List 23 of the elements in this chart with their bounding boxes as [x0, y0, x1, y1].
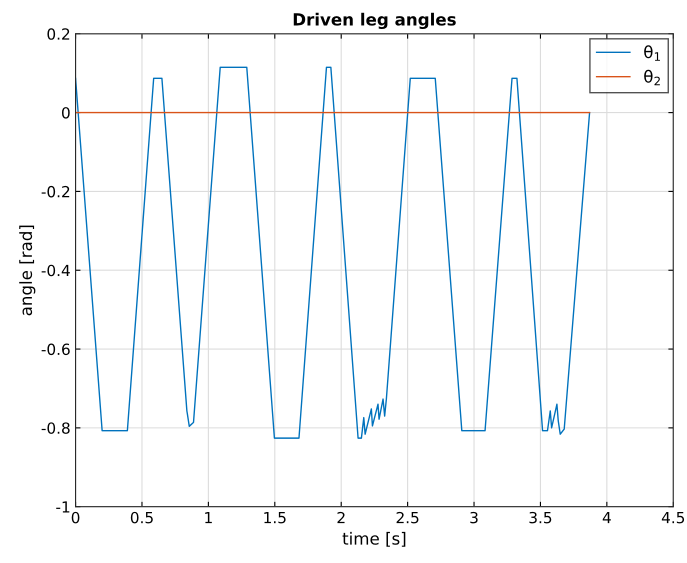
x-tick-label: 0.5 — [130, 512, 153, 524]
x-tick-label: 2.5 — [396, 512, 418, 524]
y-tick-label: 0 — [62, 107, 70, 119]
x-tick-label: 0 — [72, 512, 80, 524]
chart-title: Driven leg angles — [294, 12, 456, 30]
x-tick-label: 1.5 — [264, 512, 286, 524]
legend-label: θ$_{2}$ — [644, 70, 660, 86]
x-tick-label: 1 — [205, 512, 212, 524]
x-tick-label: 3 — [470, 512, 478, 524]
x-tick-label: 4.5 — [662, 512, 684, 524]
y-tick-label: -0.6 — [42, 344, 70, 356]
y-tick-label: -0.4 — [42, 264, 70, 276]
line-series — [76, 66, 590, 439]
y-axis-title: angle [rad] — [19, 226, 36, 316]
x-tick-label: 3.5 — [529, 512, 552, 524]
y-tick-label: -0.2 — [42, 186, 70, 198]
legend-label: θ$_{1}$ — [644, 45, 660, 61]
y-tick-label: -0.8 — [42, 422, 70, 434]
x-tick-label: 2 — [337, 512, 345, 524]
y-tick-label: 0.2 — [47, 28, 70, 40]
x-tick-label: 4 — [602, 512, 611, 524]
x-axis-title: time [s] — [342, 532, 406, 547]
y-tick-label: -1 — [56, 501, 70, 513]
